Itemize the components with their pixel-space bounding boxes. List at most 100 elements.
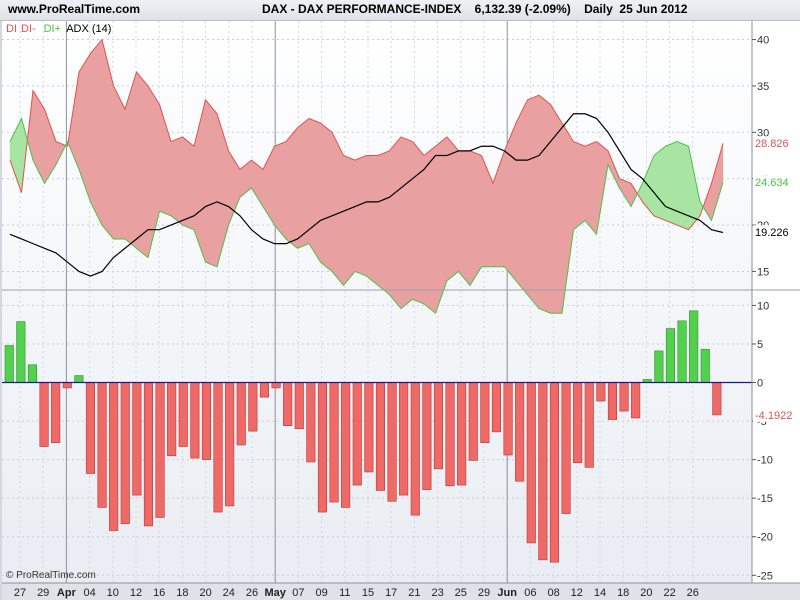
- histogram-bar: [155, 382, 165, 518]
- di-minus-area: [90, 38, 103, 226]
- x-tick-label: 16: [153, 587, 165, 599]
- histogram-bar: [399, 382, 409, 496]
- histogram-bar: [584, 382, 594, 468]
- histogram-bar: [596, 382, 606, 402]
- histogram-bar: [4, 345, 14, 383]
- histogram-bar: [700, 349, 710, 383]
- di-minus-area: [274, 141, 287, 240]
- di-minus-area: [538, 94, 551, 314]
- histogram-bar: [352, 382, 362, 486]
- x-tick-label: 23: [431, 587, 443, 599]
- y-tick-label: -10: [757, 455, 773, 467]
- histogram-bar: [573, 382, 583, 464]
- histogram-bar: [294, 382, 304, 430]
- di-minus-area: [205, 99, 218, 268]
- di-minus-area: [182, 136, 195, 231]
- histogram-bar: [654, 350, 664, 383]
- x-tick-label: 06: [524, 587, 536, 599]
- x-tick-label: 29: [37, 587, 49, 599]
- x-tick-label: 26: [687, 587, 699, 599]
- histogram-bar: [190, 382, 200, 459]
- x-tick-label: 12: [130, 587, 142, 599]
- histogram-bar: [213, 382, 223, 513]
- x-tick-label: Apr: [57, 587, 77, 599]
- di-minus-area: [458, 150, 471, 287]
- histogram-bar: [480, 382, 490, 443]
- di-minus-area: [389, 136, 402, 310]
- x-tick-label: 12: [571, 587, 583, 599]
- di-minus-area: [423, 145, 436, 314]
- di-minus-area: [377, 150, 390, 296]
- y-tick-label: 35: [757, 81, 769, 93]
- histogram-bar: [178, 382, 188, 447]
- site-name[interactable]: www.ProRealTime.com: [8, 2, 141, 16]
- x-tick-label: May: [264, 587, 286, 599]
- adx-line: [9, 113, 724, 277]
- histogram-bar: [422, 382, 432, 491]
- histogram-bar: [712, 382, 722, 416]
- histogram-bar: [631, 382, 641, 419]
- histogram-bar: [259, 382, 270, 398]
- last-value-label: 24.634: [755, 177, 789, 189]
- x-tick-label: 18: [176, 587, 188, 599]
- di-minus-area: [527, 94, 540, 310]
- histogram-bar: [236, 382, 246, 446]
- histogram-bar: [306, 382, 316, 463]
- histogram-bar: [689, 310, 699, 383]
- di-minus-area: [515, 99, 528, 296]
- instrument-title: DAX - DAX PERFORMANCE-INDEX 6,132.39 (-2…: [262, 2, 688, 16]
- di-minus-area: [170, 136, 183, 226]
- histogram-bar: [607, 382, 618, 420]
- x-tick-label: 21: [408, 587, 420, 599]
- x-tick-label: 26: [246, 587, 258, 599]
- di-plus-area: [665, 141, 678, 226]
- x-tick-label: 15: [362, 587, 374, 599]
- x-tick-label: 24: [223, 587, 235, 599]
- price-axis-background: [752, 21, 800, 583]
- histogram-bar: [526, 382, 536, 544]
- di-minus-area: [285, 126, 298, 249]
- di-minus-area: [331, 132, 344, 287]
- histogram-bar: [16, 321, 26, 383]
- histogram-bar: [62, 382, 72, 389]
- di-minus-area: [412, 140, 425, 305]
- last-value-label: 28.826: [755, 138, 789, 150]
- x-tick-label: 04: [83, 587, 95, 599]
- x-tick-label: 27: [14, 587, 26, 599]
- x-tick-label: 10: [107, 587, 119, 599]
- histogram-bar: [515, 382, 525, 482]
- y-tick-label: 5: [757, 339, 763, 351]
- x-tick-label: 22: [663, 587, 675, 599]
- di-minus-area: [136, 71, 149, 259]
- x-tick-label: 25: [455, 587, 467, 599]
- legend-item: DI+: [44, 23, 61, 35]
- histogram-bar: [317, 382, 328, 513]
- x-tick-label: 09: [315, 587, 327, 599]
- histogram-bar: [329, 382, 339, 503]
- histogram-bar: [375, 382, 386, 491]
- y-tick-label: -5: [757, 416, 767, 428]
- histogram-bar: [387, 382, 397, 502]
- histogram-bar: [167, 382, 177, 457]
- y-tick-label: 10: [757, 300, 769, 312]
- x-tick-label: 18: [617, 587, 629, 599]
- histogram-bar: [283, 382, 293, 427]
- x-tick-label: 29: [478, 587, 490, 599]
- histogram-bar: [503, 382, 513, 456]
- di-minus-line: [9, 38, 724, 231]
- histogram-bar: [619, 382, 629, 412]
- x-tick-label: 20: [640, 587, 652, 599]
- histogram-bar: [468, 382, 478, 461]
- last-value-box: [753, 175, 799, 190]
- di-plus-line: [9, 117, 724, 315]
- di-minus-area: [550, 103, 563, 314]
- y-tick-label: -20: [757, 532, 773, 544]
- di-minus-area: [584, 141, 597, 236]
- y-tick-label: -15: [757, 493, 773, 505]
- y-tick-label: 15: [757, 266, 769, 278]
- y-tick-label: 40: [757, 35, 769, 47]
- histogram-bar: [27, 364, 38, 383]
- histogram-bar: [457, 382, 467, 486]
- histogram-bar: [561, 382, 571, 514]
